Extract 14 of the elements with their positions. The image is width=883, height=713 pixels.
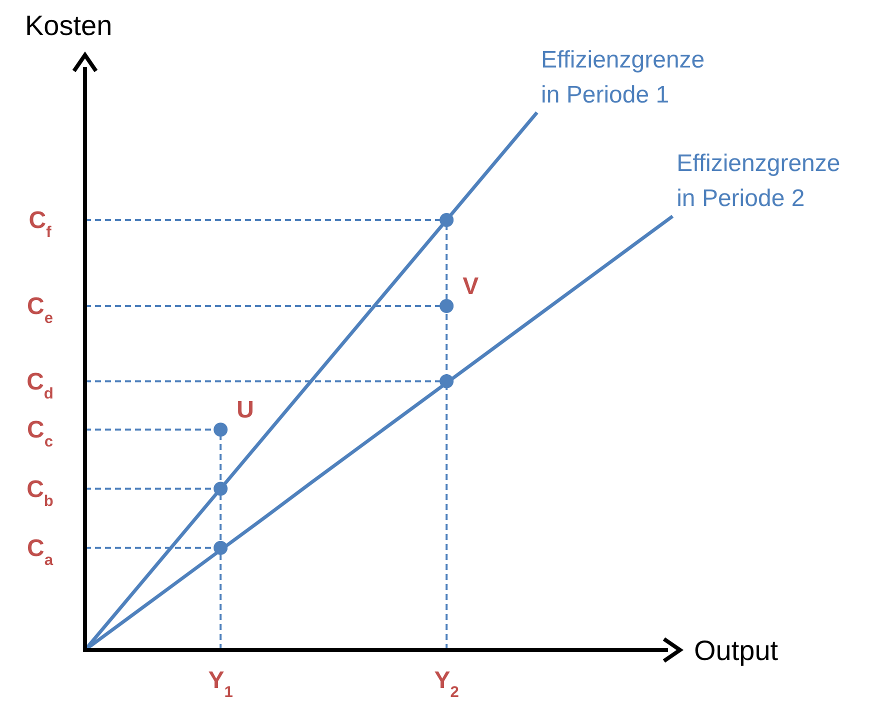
x-tick-label: Y$_{2}$ <box>434 667 460 700</box>
annotation: U <box>236 396 254 424</box>
y-axis-title: Kosten <box>25 10 112 41</box>
ref-line-label: C$_{a}$ <box>26 534 54 568</box>
annotation: V <box>462 273 479 300</box>
series-label: Effizienzgrenze in Periode 2 <box>676 150 840 212</box>
ref-line-label: C$_{c}$ <box>26 416 54 450</box>
x-axis-title: Output <box>694 635 778 666</box>
series-label: Effizienzgrenze in Periode 1 <box>541 46 705 108</box>
ref-line-label: C$_{f}$ <box>28 207 52 240</box>
ref-line-label: C$_{d}$ <box>26 368 54 402</box>
x-tick-label: Y$_{1}$ <box>208 667 234 700</box>
ref-line-label: C$_{e}$ <box>26 293 54 326</box>
ref-line-label: C$_{b}$ <box>26 476 54 510</box>
